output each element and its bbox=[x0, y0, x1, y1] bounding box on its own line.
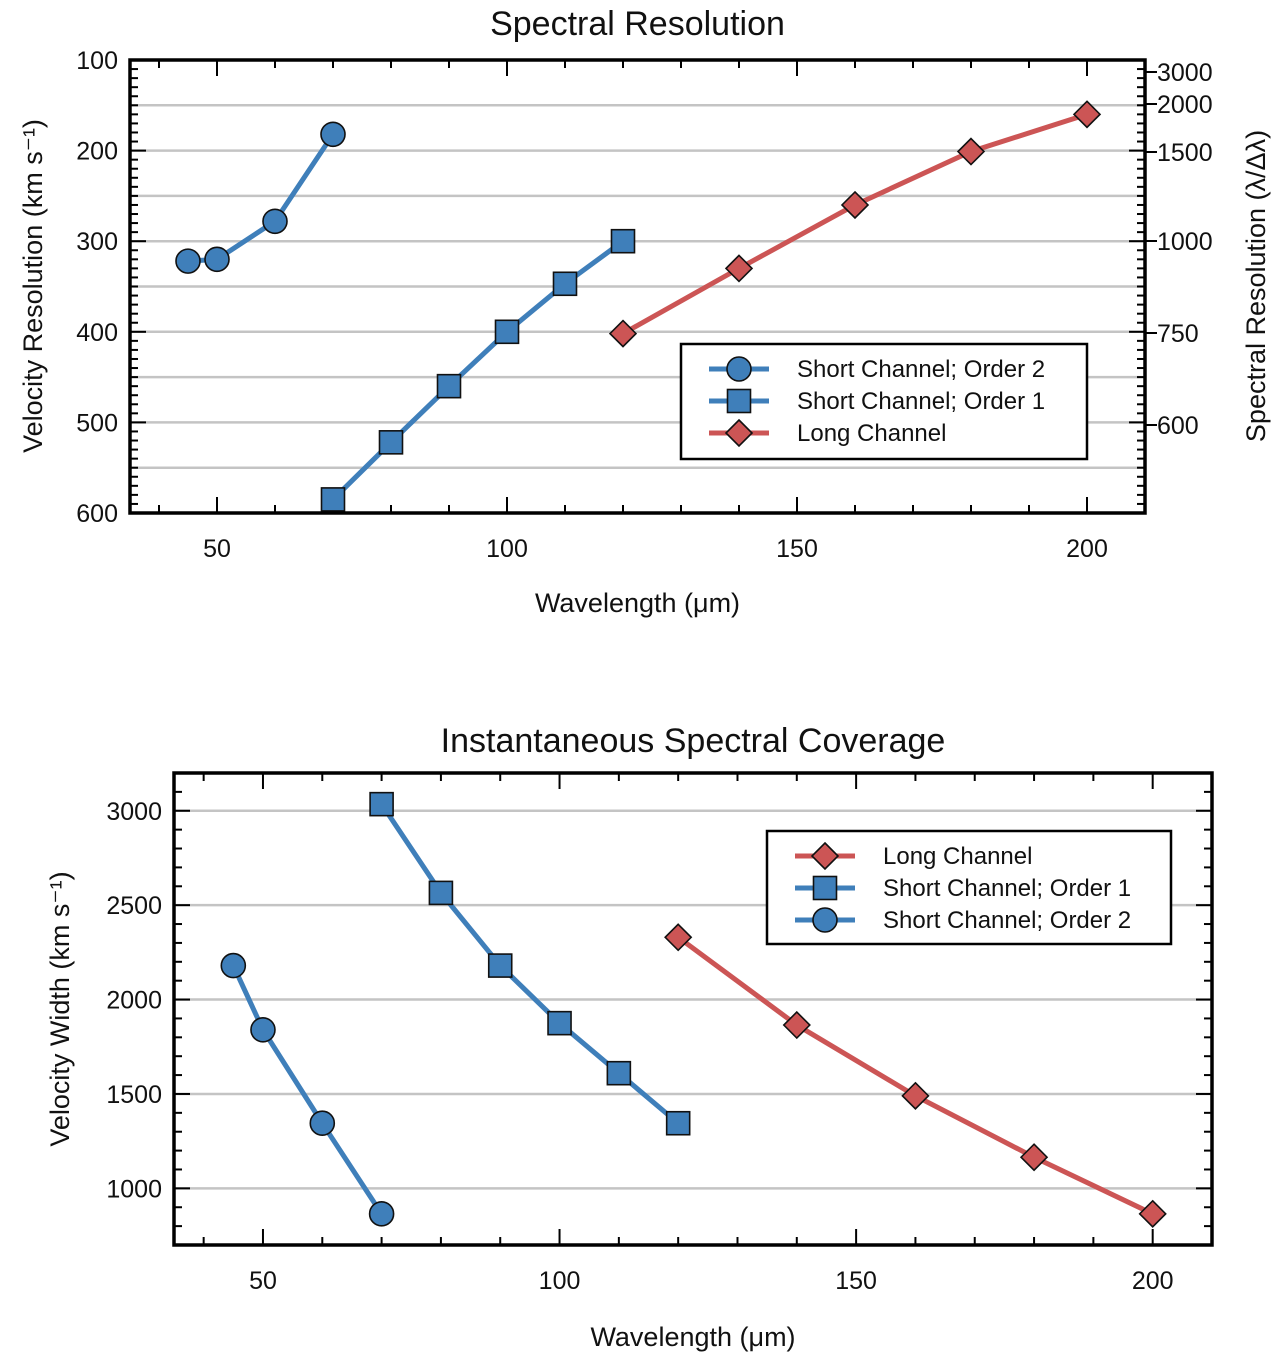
legend-entry: Short Channel; Order 2 bbox=[797, 356, 1045, 383]
data-point-square bbox=[320, 487, 346, 512]
data-point-diamond bbox=[664, 923, 693, 952]
series-long-channel bbox=[608, 100, 1102, 348]
data-point-square bbox=[487, 953, 513, 978]
y-tick-label: 2500 bbox=[106, 892, 162, 920]
y2-tick-label: 1500 bbox=[1157, 139, 1213, 167]
x-tick-label: 150 bbox=[776, 535, 818, 563]
x-tick-label: 100 bbox=[539, 1267, 581, 1295]
y-tick-label: 1500 bbox=[106, 1081, 162, 1109]
y2-tick-label: 600 bbox=[1157, 412, 1199, 440]
y2-tick-label: 1000 bbox=[1157, 228, 1213, 256]
data-point-circle bbox=[309, 1110, 336, 1137]
series-short-channel-order-2 bbox=[175, 121, 346, 274]
x-tick-label: 100 bbox=[486, 535, 528, 563]
y-tick-label: 3000 bbox=[106, 798, 162, 826]
y-axis-label: Velocity Resolution (km s⁻¹) bbox=[18, 119, 48, 453]
x-tick-label: 50 bbox=[203, 535, 231, 563]
x-tick-label: 150 bbox=[835, 1267, 877, 1295]
data-point-diamond bbox=[956, 137, 986, 166]
x-axis-label: Wavelength (μm) bbox=[535, 588, 740, 618]
series-line bbox=[621, 111, 1088, 336]
legend-marker-diamond bbox=[810, 841, 840, 871]
legend-entry: Long Channel bbox=[883, 843, 1032, 870]
y2-tick-label: 2000 bbox=[1157, 91, 1213, 119]
series-short-channel-order-1 bbox=[320, 228, 636, 512]
data-point-diamond bbox=[1019, 1143, 1049, 1172]
data-point-diamond bbox=[1138, 1199, 1167, 1228]
y-axis-label: Velocity Width (km s⁻¹) bbox=[45, 871, 75, 1146]
data-point-circle bbox=[320, 121, 346, 148]
data-point-diamond bbox=[782, 1010, 811, 1040]
legend-marker-circle bbox=[812, 907, 838, 933]
series-line bbox=[379, 802, 680, 1126]
y-tick-label: 2000 bbox=[106, 987, 162, 1015]
series-short-channel-order-1 bbox=[369, 791, 691, 1136]
chart-title: Instantaneous Spectral Coverage bbox=[441, 722, 946, 760]
series-line bbox=[676, 935, 1154, 1217]
data-point-square bbox=[665, 1110, 691, 1136]
chart-1: Spectral Resolution 50 100 150 200 100 200 300 4… bbox=[18, 5, 1271, 618]
y-tick-label: 300 bbox=[76, 228, 118, 256]
legend-marker-square bbox=[812, 875, 838, 901]
legend-marker-circle bbox=[726, 356, 752, 382]
data-point-circle bbox=[262, 208, 288, 235]
legend-entry: Short Channel; Order 1 bbox=[883, 875, 1131, 902]
data-point-circle bbox=[250, 1016, 276, 1043]
data-point-square bbox=[610, 228, 636, 254]
data-point-square bbox=[606, 1060, 632, 1086]
data-point-circle bbox=[204, 246, 230, 273]
data-point-square bbox=[378, 430, 404, 455]
legend-marker-diamond bbox=[724, 418, 754, 448]
data-point-square bbox=[547, 1010, 572, 1036]
x-axis-label: Wavelength (μm) bbox=[590, 1322, 795, 1352]
y-tick-label: 200 bbox=[76, 138, 118, 166]
data-point-circle bbox=[368, 1201, 395, 1227]
plot-frame bbox=[172, 771, 1214, 1247]
y2-axis-label: Spectral Resolution (λ/Δλ) bbox=[1241, 130, 1271, 442]
y-tick-label: 600 bbox=[76, 500, 118, 528]
data-point-square bbox=[494, 319, 520, 345]
chart-title: Spectral Resolution bbox=[490, 5, 785, 43]
x-tick-label: 200 bbox=[1132, 1267, 1174, 1295]
data-point-diamond bbox=[724, 254, 754, 283]
data-point-diamond bbox=[1072, 100, 1102, 129]
y2-tick-label: 3000 bbox=[1157, 59, 1213, 87]
plot-frame bbox=[128, 58, 1147, 515]
x-tick-label: 200 bbox=[1066, 535, 1108, 563]
y-tick-label: 100 bbox=[76, 47, 118, 75]
series-long-channel bbox=[664, 923, 1167, 1228]
data-point-square bbox=[428, 880, 454, 906]
series-line bbox=[331, 239, 625, 502]
y2-tick-label: 750 bbox=[1157, 320, 1199, 348]
data-point-diamond bbox=[608, 319, 638, 348]
y-tick-label: 1000 bbox=[106, 1175, 162, 1203]
series-short-channel-order-2 bbox=[220, 952, 395, 1227]
y-tick-label: 500 bbox=[76, 409, 118, 437]
series-line bbox=[187, 132, 336, 264]
x-tick-label: 50 bbox=[249, 1267, 277, 1295]
legend: Long Channel Short Channel; Order 1 Short … bbox=[765, 829, 1173, 946]
data-point-circle bbox=[220, 952, 247, 979]
legend-entry: Short Channel; Order 1 bbox=[797, 388, 1045, 415]
data-point-diamond bbox=[840, 190, 870, 220]
data-point-square bbox=[552, 271, 578, 297]
legend-entry: Short Channel; Order 2 bbox=[883, 907, 1131, 934]
legend-marker-square bbox=[726, 388, 752, 414]
data-point-square bbox=[436, 373, 462, 399]
chart-2: Instantaneous Spectral Coverage 50 100 150 2… bbox=[45, 722, 1214, 1352]
legend: Short Channel; Order 2 Short Channel; Ord… bbox=[679, 342, 1089, 461]
series-line bbox=[231, 964, 384, 1216]
data-point-diamond bbox=[901, 1081, 930, 1110]
y-tick-label: 400 bbox=[76, 319, 118, 347]
data-point-square bbox=[369, 791, 394, 817]
legend-entry: Long Channel bbox=[797, 420, 946, 447]
data-point-circle bbox=[175, 248, 201, 274]
